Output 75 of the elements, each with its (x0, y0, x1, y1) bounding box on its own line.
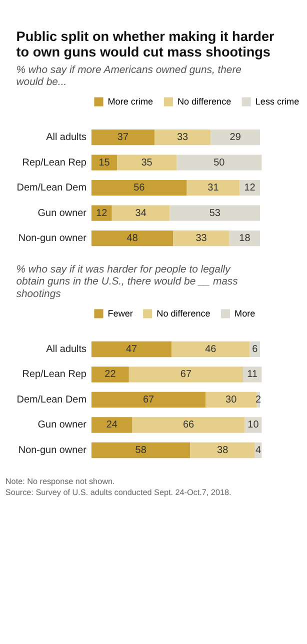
data-label: 38 (217, 444, 229, 456)
data-label: 56 (134, 182, 146, 194)
y-tick-label: Gun owner (38, 208, 88, 219)
bar (190, 442, 255, 458)
chart-subtitle: % who say if it was harder for people to legally obtain guns in the U.S., there would be __ mass shootings (16, 264, 238, 300)
legend-label: Less crime (255, 96, 300, 107)
bar (91, 417, 132, 433)
y-tick-label: Non-gun owner (18, 233, 88, 244)
bar (171, 341, 250, 358)
bar (154, 129, 211, 146)
bar (206, 392, 257, 408)
data-label: 67 (142, 394, 154, 406)
bar (91, 129, 154, 146)
data-label: 18 (239, 233, 251, 244)
data-label: 30 (226, 394, 238, 406)
y-tick-label: Dem/Lean Dem (16, 182, 86, 194)
bar (112, 205, 170, 221)
data-label: 58 (135, 444, 147, 456)
data-label: 2 (256, 394, 262, 406)
legend-label: No difference (156, 308, 210, 318)
data-label: 33 (196, 233, 208, 244)
bar (173, 230, 230, 246)
bar (170, 205, 260, 221)
data-label: 11 (247, 369, 258, 380)
data-label: 50 (214, 157, 226, 168)
bar (91, 180, 187, 196)
data-label: 48 (126, 233, 138, 244)
bar (91, 366, 129, 382)
data-label: 46 (205, 344, 217, 355)
y-tick-label: Dem/Lean Dem (16, 394, 86, 406)
data-label: 6 (252, 344, 258, 355)
chart-title: Public split on whether making it harder to own guns would cut mass shootings (16, 29, 276, 60)
bar (91, 154, 118, 170)
y-tick-label: Rep/Lean Rep (22, 369, 87, 380)
data-label: 47 (126, 344, 138, 355)
bar (91, 442, 190, 458)
data-label: 24 (106, 420, 118, 431)
chart-subtitle: % who say if more Americans owned guns, there would be... (16, 64, 242, 88)
legend-label: No difference (178, 96, 232, 107)
bar (132, 417, 245, 433)
text: Note: No response not shown. (5, 476, 115, 486)
bar (91, 392, 206, 408)
data-label: 33 (177, 132, 189, 144)
data-label: 22 (104, 369, 116, 380)
source-note: Source: Survey of U.S. adults conducted Sept. 24-Oct.7, 2018. (5, 488, 232, 497)
bar (176, 154, 262, 170)
bar (210, 129, 260, 146)
legend-label: More (234, 308, 256, 318)
data-label: 53 (209, 208, 221, 219)
bar (128, 366, 243, 382)
bar (186, 180, 240, 196)
data-label: 10 (248, 420, 260, 431)
data-label: 31 (208, 182, 220, 194)
legend-label: Fewer (108, 308, 133, 318)
y-tick-label: All adults (46, 344, 87, 355)
y-tick-label: Rep/Lean Rep (22, 157, 87, 168)
data-label: 12 (244, 182, 256, 194)
data-label: 12 (96, 208, 108, 219)
data-label: 37 (117, 132, 129, 144)
data-label: 15 (98, 157, 110, 168)
bar (229, 230, 260, 246)
data-label: 34 (135, 208, 147, 219)
data-label: 67 (180, 369, 192, 380)
data-label: 66 (182, 420, 195, 431)
data-label: 4 (256, 444, 262, 456)
bar (91, 230, 174, 246)
data-label: 29 (230, 132, 242, 144)
data-label: 35 (141, 157, 153, 168)
y-tick-label: All adults (46, 132, 87, 144)
bar (242, 366, 262, 382)
y-tick-label: Non-gun owner (18, 444, 88, 456)
bar (117, 154, 177, 170)
legend-label: More crime (108, 96, 154, 107)
y-tick-label: Gun owner (38, 420, 88, 431)
bar (91, 341, 172, 358)
